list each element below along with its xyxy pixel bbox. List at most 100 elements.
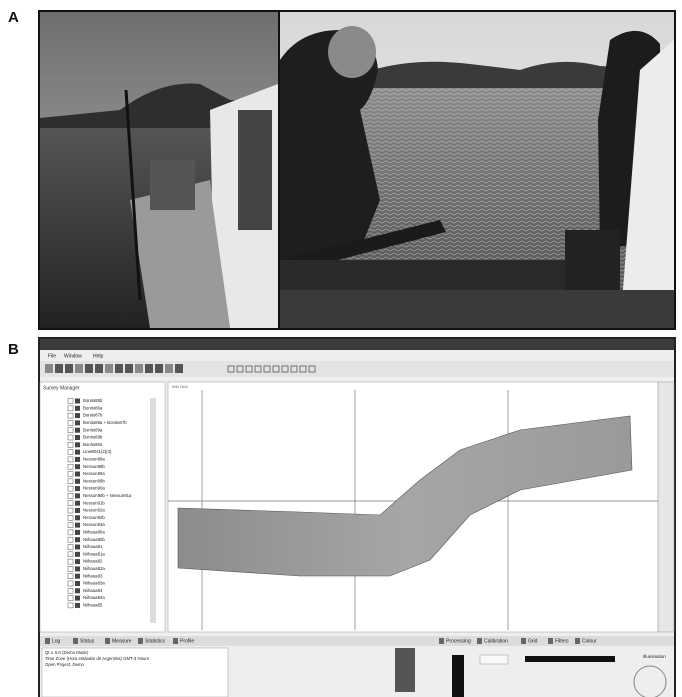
panel-label: A <box>8 9 19 26</box>
survey-icon <box>75 493 80 499</box>
tool-icons <box>395 648 415 692</box>
survey-item: Nessun92a <box>83 508 105 513</box>
checkbox <box>67 398 74 404</box>
tool-icon <box>145 364 153 373</box>
checkbox <box>67 588 74 594</box>
survey-icon <box>75 595 80 601</box>
survey-icon <box>75 471 80 477</box>
panel-b <box>38 337 676 697</box>
person-left <box>280 30 380 260</box>
survey-item: Niihaua82a <box>83 566 105 571</box>
sidebar-title: Survey Manager <box>43 385 80 391</box>
menu-item: Help <box>93 353 104 359</box>
menu-item: Window <box>64 353 82 359</box>
survey-item: Niihaua82 <box>83 559 103 564</box>
tool-icon <box>290 365 298 373</box>
checkbox <box>67 522 74 528</box>
scrollbar <box>150 398 156 623</box>
survey-icon <box>75 529 80 535</box>
bottom-tab[interactable]: Profile <box>180 638 194 644</box>
head <box>328 26 376 78</box>
sidebar <box>39 381 166 633</box>
tab-icon <box>521 638 526 644</box>
survey-icon <box>75 420 80 426</box>
menu-item: File <box>48 353 56 359</box>
survey-item: Nessun91b <box>83 500 105 505</box>
survey-item: Niihaua85 <box>83 603 103 608</box>
color-bar <box>452 655 464 697</box>
boat-deck <box>130 180 230 328</box>
tool-icon <box>155 364 163 373</box>
tab-icon <box>105 638 110 644</box>
toolbar-icons <box>45 364 316 373</box>
tab-icon <box>173 638 178 644</box>
checkbox <box>67 500 74 506</box>
survey-item: Niihaua84a <box>83 595 105 600</box>
tool-icon <box>254 365 262 373</box>
survey-icon <box>75 413 80 419</box>
tool-icon <box>227 365 235 373</box>
boom <box>280 260 580 290</box>
survey-icon <box>75 551 80 557</box>
survey-item: Nessun92b <box>83 515 105 520</box>
bottom-tab[interactable]: Statistics <box>145 638 166 644</box>
tab-icon <box>548 638 553 644</box>
survey-item: Nessun90b + Nessun91a <box>83 493 132 498</box>
island <box>280 61 674 90</box>
checkbox <box>67 595 74 601</box>
tool-icon <box>125 364 133 373</box>
slider <box>525 656 615 662</box>
survey-icon <box>75 559 80 565</box>
survey-icon <box>75 478 80 484</box>
checkbox <box>67 434 74 441</box>
survey-item: Niihaua83a <box>83 581 105 586</box>
tool-icon <box>65 364 73 373</box>
tool-icon <box>245 365 253 373</box>
depth-scale <box>657 381 675 633</box>
survey-item: Nessun89b <box>83 478 105 483</box>
checkbox <box>67 536 74 543</box>
survey-icon <box>75 581 80 586</box>
checkbox <box>67 412 74 419</box>
checkbox <box>67 551 74 558</box>
survey-icon <box>75 573 80 579</box>
bottom-tab[interactable]: Status <box>80 638 95 644</box>
tool-tab[interactable]: Calibration <box>484 638 508 644</box>
survey-icon <box>75 405 80 411</box>
bottom-tab[interactable]: Measure <box>112 638 132 644</box>
survey-item: Bonito86a <box>83 405 103 410</box>
tab-icon <box>138 638 143 644</box>
survey-item: Nessun88a <box>83 457 105 462</box>
survey-item: Bonito89a <box>83 427 103 432</box>
tool-icon <box>135 364 143 373</box>
tool-icon <box>75 364 83 373</box>
illumination-dial <box>633 665 667 697</box>
survey-item: Nessun89a <box>83 471 105 476</box>
tab-icon <box>477 638 482 644</box>
tool-tab[interactable]: Colour <box>582 638 597 644</box>
survey-item: LineB0s1(2)(3) <box>83 449 112 454</box>
survey-item: Bonito87b <box>83 413 103 418</box>
checkbox <box>67 463 74 470</box>
checkbox <box>67 580 74 587</box>
checkbox <box>67 493 74 499</box>
tool-icon <box>263 365 271 373</box>
survey-item: Niihaua81 <box>83 544 103 549</box>
cabin-window <box>238 110 272 230</box>
survey-icon <box>75 500 80 506</box>
checkbox <box>67 449 74 455</box>
tool-tab[interactable]: Grid <box>528 638 538 644</box>
tool-icon <box>308 365 316 373</box>
pole <box>124 89 142 301</box>
survey-item: Bonito90a <box>83 442 103 447</box>
tool-tab[interactable]: Filters <box>555 638 569 644</box>
tool-icon <box>299 365 307 373</box>
panel-a <box>38 10 676 330</box>
input <box>479 654 509 665</box>
survey-icon <box>75 427 80 433</box>
survey-item: Niihaua80b <box>83 537 105 542</box>
checkbox <box>67 485 74 492</box>
tool-tab[interactable]: Processing <box>446 638 471 644</box>
bottom-tab[interactable]: Log <box>52 638 61 644</box>
